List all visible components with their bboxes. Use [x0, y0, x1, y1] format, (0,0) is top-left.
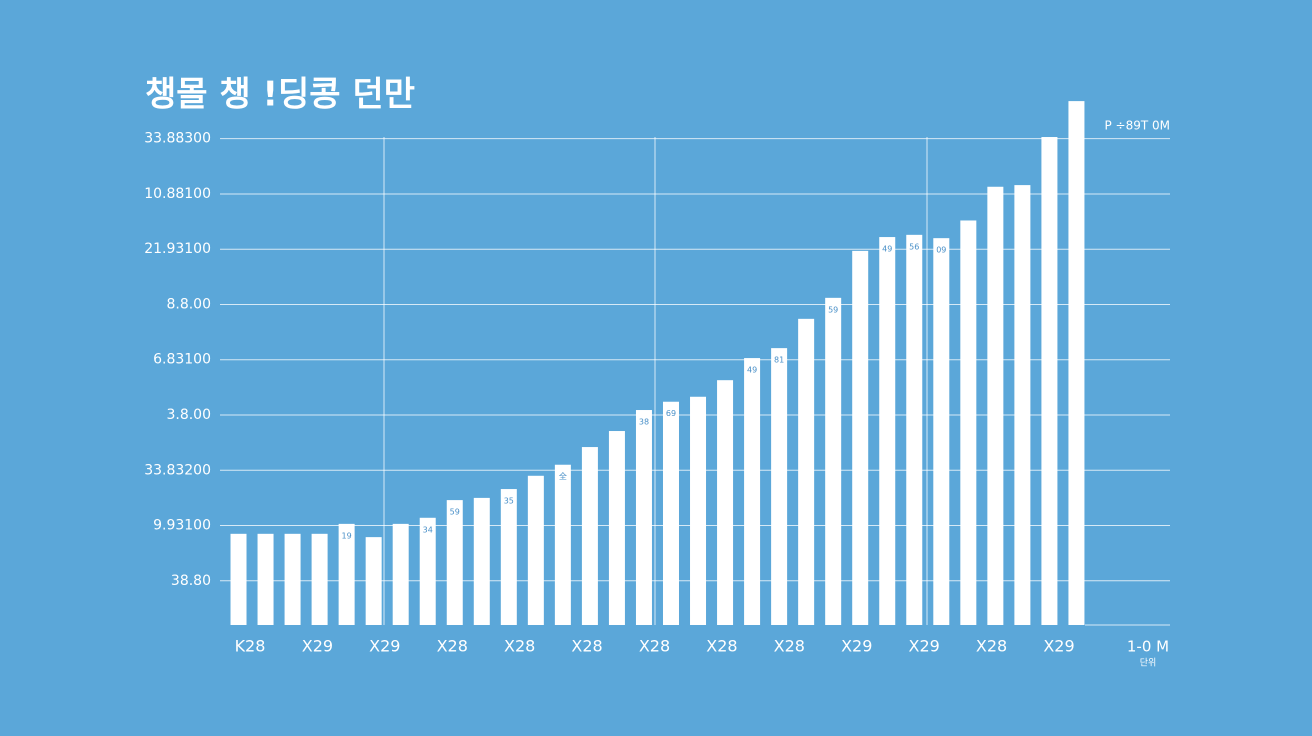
- y-tick-label: 9.93100: [153, 518, 211, 534]
- bar-label: 56: [909, 242, 919, 251]
- bar: [1014, 185, 1031, 625]
- bar: [1068, 101, 1085, 625]
- bar: [825, 297, 842, 625]
- bar: [798, 318, 815, 625]
- bar: [933, 238, 950, 625]
- x-tick-label: X28: [774, 637, 805, 656]
- x-tick-label: X29: [369, 637, 400, 656]
- bar: [554, 464, 571, 625]
- bar: [284, 533, 301, 625]
- x-tick-label: X28: [437, 637, 468, 656]
- x-tick-label: X28: [571, 637, 602, 656]
- bar: [365, 537, 382, 625]
- corner-label: P ÷89T 0M: [1104, 119, 1170, 133]
- bar-label: 49: [747, 366, 757, 375]
- bar-label: 59: [450, 508, 460, 517]
- y-tick-label: 38.80: [171, 573, 211, 589]
- bar: [744, 358, 761, 625]
- bar: [987, 186, 1004, 625]
- y-tick-label: 21.93100: [144, 241, 211, 257]
- x-tick-label: X29: [1043, 637, 1074, 656]
- bar: [500, 489, 517, 625]
- bar-label: 49: [882, 245, 892, 254]
- axis-note-sub: 단위: [1140, 658, 1157, 669]
- bar: [852, 250, 869, 626]
- bar: [1041, 137, 1058, 626]
- y-tick-label: 10.88100: [144, 186, 211, 202]
- x-tick-label: X29: [841, 637, 872, 656]
- bar: [473, 497, 490, 625]
- bar: [311, 533, 328, 625]
- bar: [257, 533, 274, 625]
- bar: [879, 237, 896, 626]
- bar: [608, 431, 625, 625]
- bar-label: 34: [423, 525, 433, 534]
- bar-label: 69: [666, 409, 676, 418]
- bar-label: 09: [936, 246, 946, 255]
- y-tick-label: 3.8.00: [166, 407, 211, 423]
- bar-label: 81: [774, 356, 784, 365]
- bar: [338, 523, 355, 625]
- bar-label: 全: [559, 471, 567, 481]
- bar: [690, 396, 707, 625]
- x-tick-label: K28: [235, 637, 266, 656]
- bar: [230, 533, 247, 625]
- axis-note: 1-0 M: [1127, 638, 1169, 656]
- bar-label: 19: [342, 531, 352, 540]
- bar: [419, 517, 436, 625]
- bar: [581, 447, 598, 625]
- x-tick-label: X28: [976, 637, 1007, 656]
- bar-label: 35: [504, 497, 514, 506]
- bar: [771, 348, 788, 625]
- bar: [527, 475, 544, 625]
- x-tick-label: X28: [504, 637, 535, 656]
- bar: [446, 500, 463, 625]
- bar: [960, 220, 977, 625]
- y-tick-label: 8.8.00: [166, 296, 211, 312]
- bar-label: 59: [828, 305, 838, 314]
- bar: [392, 523, 409, 625]
- y-tick-label: 33.88300: [144, 131, 211, 147]
- bar: [906, 234, 923, 625]
- bar: [635, 410, 652, 625]
- x-tick-label: X28: [706, 637, 737, 656]
- bar-label: 38: [639, 418, 649, 427]
- y-tick-label: 33.83200: [144, 462, 211, 478]
- y-tick-label: 6.83100: [153, 352, 211, 368]
- x-tick-label: X29: [909, 637, 940, 656]
- x-tick-label: X28: [639, 637, 670, 656]
- chart-title: 챙몰 챙 !딩콩 던만: [145, 75, 415, 115]
- bar: [662, 401, 679, 625]
- bar: [717, 380, 734, 625]
- x-tick-label: X29: [302, 637, 333, 656]
